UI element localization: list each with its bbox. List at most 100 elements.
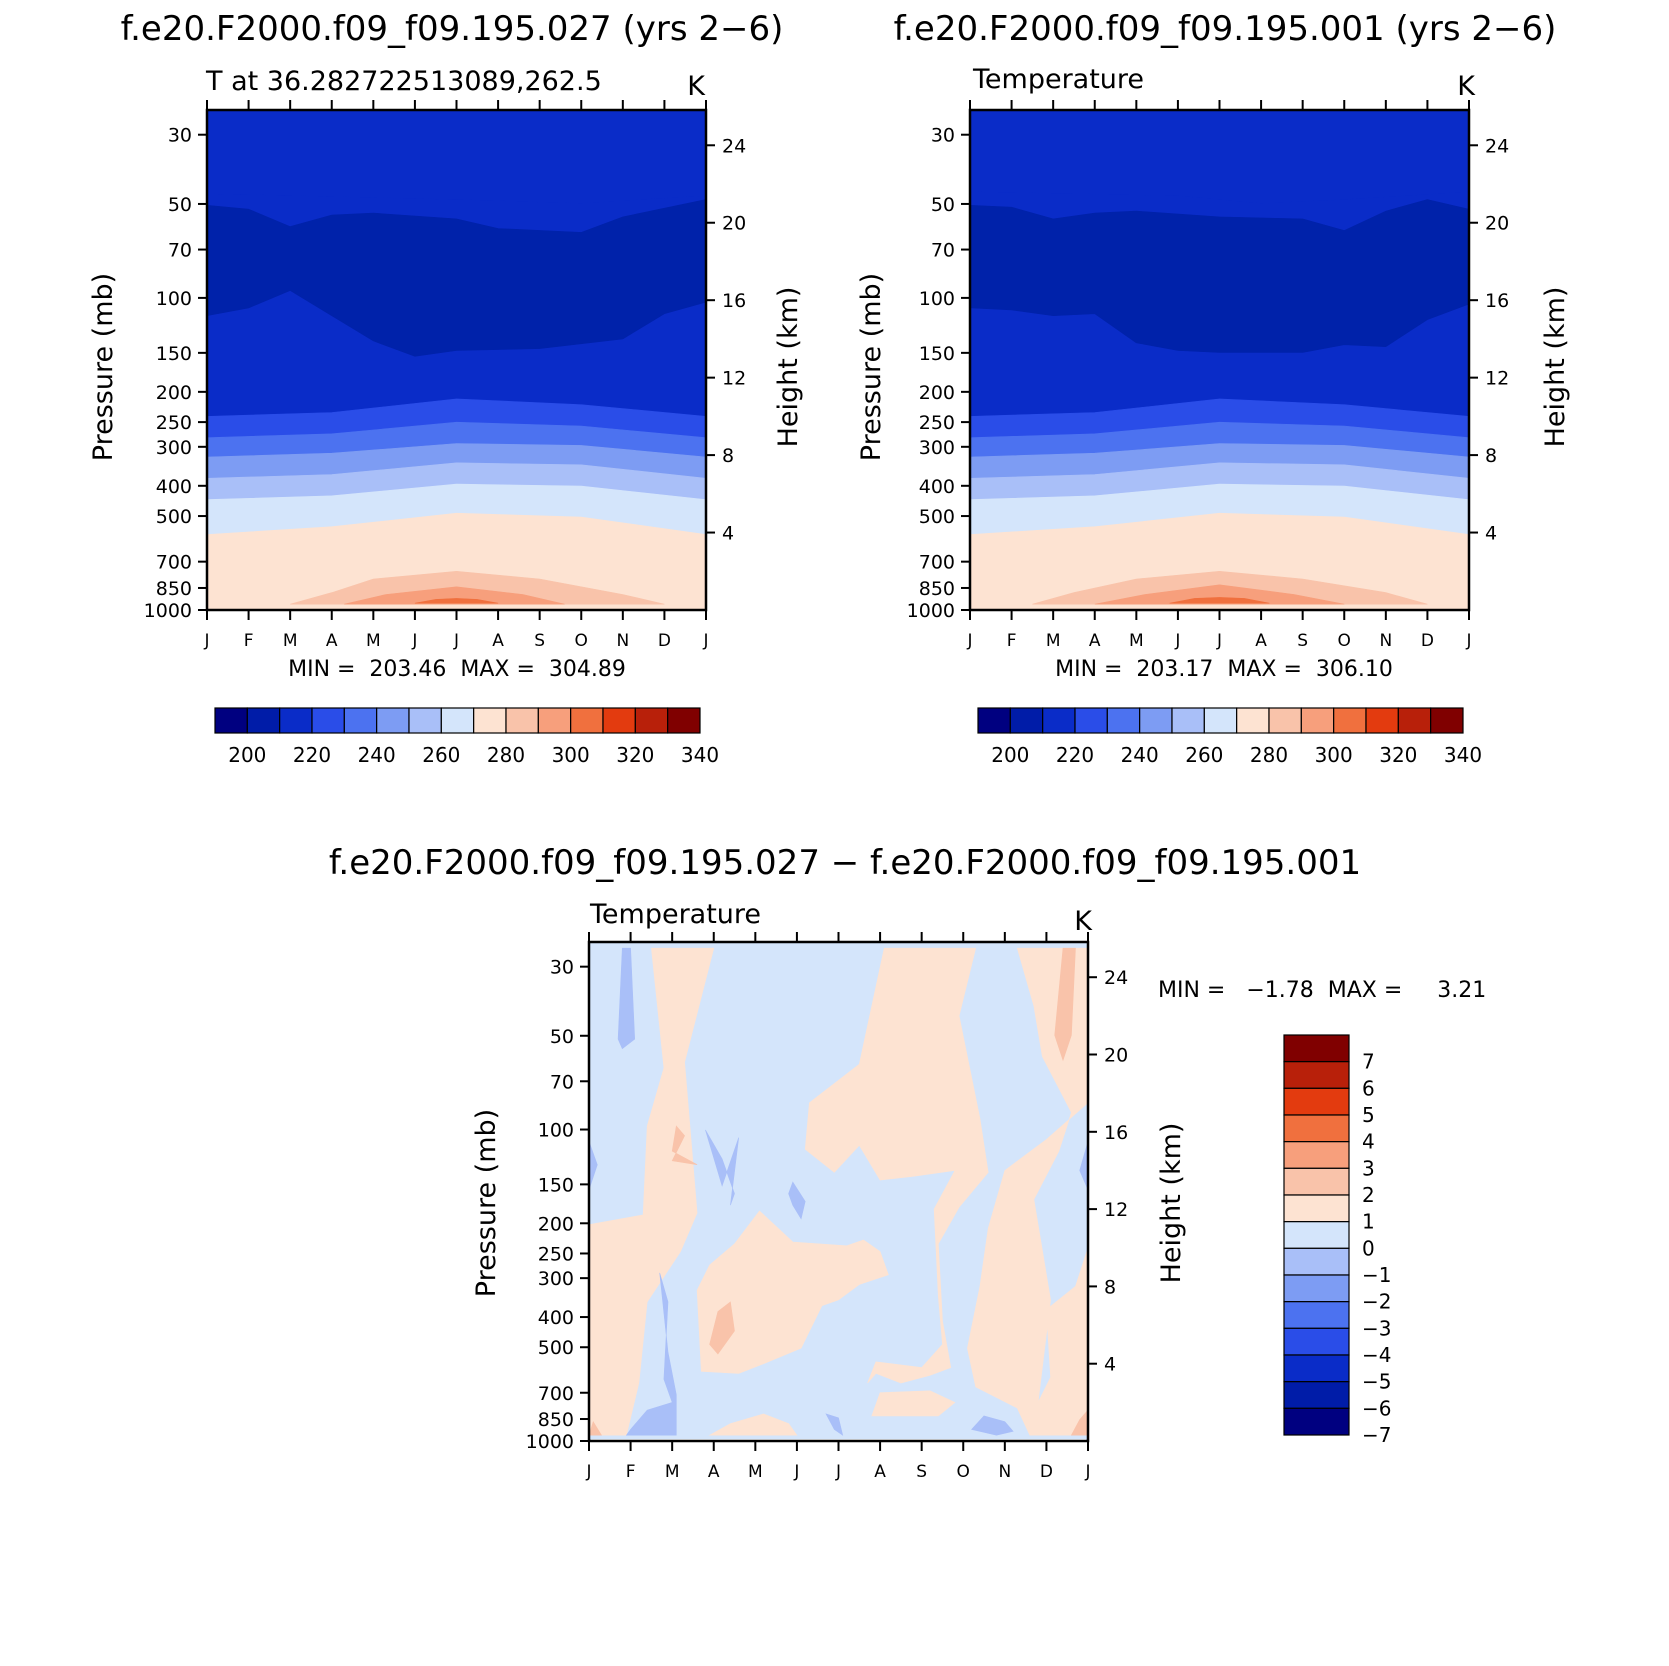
colorbar-box — [1300, 707, 1335, 734]
colorbar-label: 320 — [616, 743, 654, 767]
panel-3-stats: MIN = −1.78 MAX = 3.21 — [1158, 978, 1486, 1003]
colorbar-label: −1 — [1362, 1263, 1391, 1287]
colorbar-box — [1283, 1247, 1350, 1276]
colorbar-box — [1283, 1274, 1350, 1303]
pressure-tick-label: 30 — [931, 125, 955, 147]
contour-region-5 — [871, 1390, 956, 1417]
pressure-tick-label: 250 — [919, 412, 955, 434]
contour-region-0 — [588, 947, 715, 1436]
pressure-tick-label: 250 — [538, 1243, 574, 1265]
colorbar-label: 1 — [1362, 1210, 1375, 1234]
contour-band-9 — [1094, 584, 1345, 605]
pressure-tick-label: 1000 — [526, 1431, 574, 1453]
panel-2-stats: MIN = 203.17 MAX = 306.10 — [1055, 657, 1393, 682]
pressure-tick-label: 200 — [919, 382, 955, 404]
panel-2-left-title: Temperature — [972, 64, 1144, 95]
month-label: M — [366, 631, 381, 651]
colorbar-box — [1283, 1381, 1350, 1409]
colorbar-box — [505, 707, 539, 734]
panel-1-left-title: T at 36.282722513089,262.5 — [205, 66, 602, 97]
panel-1-plot-area: J F M A M J J A S O N D J 30 50 70 100 150 200 250 300 400 500… — [144, 100, 746, 651]
month-label: M — [748, 1462, 763, 1482]
month-label: N — [616, 631, 629, 651]
month-label: J — [1174, 631, 1180, 651]
height-tick-label: 4 — [722, 523, 734, 545]
colorbar-label: 4 — [1362, 1130, 1375, 1154]
colorbar-box — [1283, 1221, 1350, 1249]
colorbar-label: 5 — [1362, 1103, 1375, 1127]
colorbar-label: 280 — [1250, 743, 1288, 767]
colorbar-box — [1283, 1061, 1350, 1089]
month-label: A — [1255, 631, 1267, 651]
month-label: J — [411, 631, 417, 651]
pressure-tick-label: 100 — [538, 1120, 574, 1142]
colorbar-label: −6 — [1362, 1396, 1391, 1420]
pressure-tick-label: 150 — [156, 343, 192, 365]
pressure-tick-label: 50 — [931, 194, 955, 216]
pressure-tick-label: 300 — [156, 437, 192, 459]
colorbar-box — [1203, 707, 1238, 734]
panel-2: f.e20.F2000.f09_f09.195.001 (yrs 2−6) Te… — [856, 9, 1571, 767]
contour-band-0 — [969, 109, 1470, 204]
month-label: S — [534, 631, 545, 651]
pressure-tick-label: 30 — [168, 125, 192, 147]
colorbar-box — [1283, 1301, 1350, 1329]
colorbar-label: 0 — [1362, 1236, 1375, 1260]
colorbar-box — [570, 707, 604, 734]
panel-3-ylabel: Pressure (mb) — [471, 1109, 502, 1297]
panel-2-ylabel: Pressure (mb) — [856, 273, 887, 461]
colorbar-box — [1268, 707, 1302, 734]
height-tick-label: 16 — [722, 290, 746, 312]
height-tick-label: 20 — [1104, 1045, 1128, 1067]
colorbar-label: 240 — [358, 743, 396, 767]
month-label: S — [1297, 631, 1308, 651]
pressure-tick-label: 100 — [156, 288, 192, 310]
month-label: M — [1129, 631, 1144, 651]
month-label: D — [1040, 1462, 1053, 1482]
colorbar-box — [1283, 1407, 1350, 1436]
colorbar-box — [408, 707, 442, 734]
month-label: O — [575, 631, 588, 651]
contour-region-10 — [588, 1420, 603, 1436]
pressure-tick-label: 700 — [919, 552, 955, 574]
month-label: N — [1379, 631, 1392, 651]
pressure-tick-label: 200 — [156, 382, 192, 404]
colorbar-box — [1283, 1141, 1350, 1169]
colorbar-box — [1333, 707, 1367, 734]
panel-2-ylabel-right: Height (km) — [1540, 287, 1571, 448]
month-label: J — [835, 1462, 841, 1482]
pressure-tick-label: 300 — [538, 1268, 574, 1290]
month-label: J — [585, 1462, 591, 1482]
colorbar-label: 7 — [1362, 1050, 1375, 1074]
month-label: O — [1338, 631, 1351, 651]
colorbar-label: 200 — [991, 743, 1029, 767]
month-label: J — [702, 631, 708, 651]
month-label: D — [658, 631, 671, 651]
colorbar-box — [1139, 707, 1173, 734]
colorbar-box — [1009, 707, 1044, 734]
pressure-tick-label: 100 — [919, 288, 955, 310]
contour-band-0 — [206, 109, 707, 204]
colorbar-box — [279, 707, 313, 734]
colorbar-label: 280 — [487, 743, 525, 767]
height-tick-label: 8 — [722, 445, 734, 467]
pressure-tick-label: 850 — [919, 578, 955, 600]
pressure-tick-label: 30 — [550, 957, 574, 979]
pressure-tick-label: 70 — [168, 240, 192, 262]
colorbar-box — [667, 707, 701, 734]
pressure-tick-label: 500 — [919, 506, 955, 528]
contour-band-10 — [1169, 597, 1270, 604]
panel-1-ylabel: Pressure (mb) — [88, 273, 119, 461]
month-label: M — [283, 631, 298, 651]
height-tick-label: 4 — [1485, 523, 1497, 545]
panel-3-title: f.e20.F2000.f09_f09.195.027 − f.e20.F200… — [329, 843, 1361, 883]
month-label: A — [1089, 631, 1101, 651]
colorbar-box — [1283, 1354, 1350, 1383]
month-label: J — [793, 1462, 799, 1482]
panel-1-title: f.e20.F2000.f09_f09.195.027 (yrs 2−6) — [121, 9, 784, 49]
colorbar-box — [440, 707, 475, 734]
contour-band-1 — [206, 199, 707, 357]
pressure-tick-label: 500 — [538, 1337, 574, 1359]
colorbar-box — [602, 707, 636, 734]
